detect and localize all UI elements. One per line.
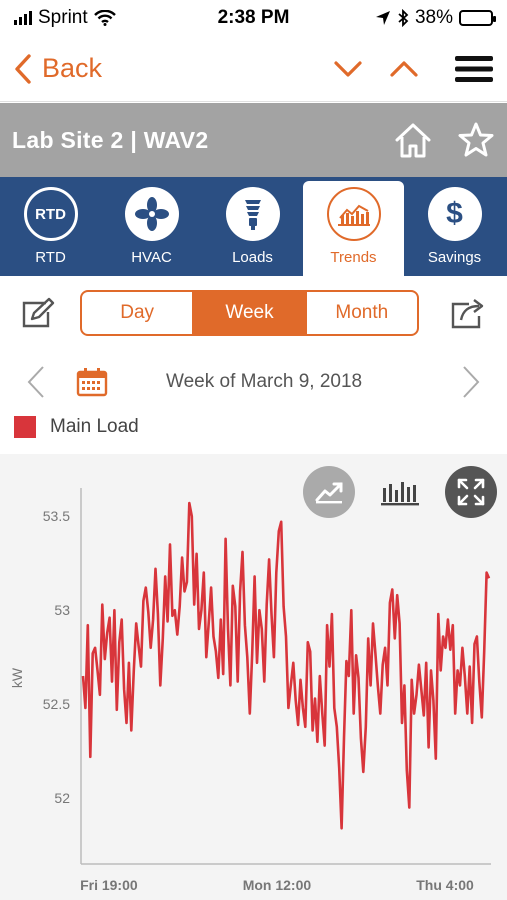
status-left: Sprint [14,7,116,29]
bar-chart-icon[interactable] [381,478,419,506]
tab-label: Savings [427,249,482,266]
y-tick-label: 53.5 [43,508,70,524]
bluetooth-icon [398,9,409,27]
expand-icon [457,478,485,506]
legend-swatch [14,416,36,438]
line-chart-icon [315,482,343,504]
site-header: Lab Site 2 | WAV2 [0,103,507,177]
share-icon[interactable] [449,296,487,330]
chart-tools [303,466,497,518]
date-navigator: Week of March 9, 2018 [0,354,507,410]
nav-actions [333,55,493,83]
back-label: Back [42,53,103,83]
load-line-chart: kW 53.5 53 52.5 52 Fri 19:00 Mon 12:00 Thu 4:… [9,488,491,893]
status-right: 38% [375,7,496,29]
segment-month[interactable]: Month [335,302,389,323]
y-tick-label: 52.5 [43,696,70,712]
y-tick-label: 53 [54,602,70,618]
dollar-icon-text: $ [446,197,463,230]
tab-rtd[interactable]: RTD RTD [0,177,101,276]
date-label: Week of March 9, 2018 [166,371,363,392]
series-line-main-load [81,501,491,830]
tab-label: Loads [232,249,273,266]
site-actions [393,121,495,159]
legend-label: Main Load [50,416,139,437]
tab-label: RTD [35,249,66,266]
chevron-left-icon[interactable] [26,365,46,399]
segment-week[interactable]: Week [194,292,307,334]
star-icon[interactable] [457,121,495,159]
wifi-icon [93,10,116,26]
chevron-down-button[interactable] [333,59,363,79]
tab-savings[interactable]: $ Savings [404,177,505,276]
trend-bars-icon [326,187,381,241]
fullscreen-button[interactable] [445,466,497,518]
dollar-icon: $ [427,187,482,241]
segment-day[interactable]: Day [82,292,195,334]
back-button[interactable]: Back [14,53,102,84]
lightbulb-icon [225,187,280,241]
edit-icon[interactable] [20,297,56,329]
chevron-up-button[interactable] [389,59,419,79]
home-icon[interactable] [393,121,433,159]
chart-area: kW 53.5 53 52.5 52 Fri 19:00 Mon 12:00 Thu 4:… [0,454,507,900]
status-bar: Sprint 2:38 PM 38% [0,0,507,36]
battery-icon [459,10,496,26]
x-tick-label: Mon 12:00 [243,877,312,893]
fan-icon [124,187,179,241]
chart-legend: Main Load [14,416,139,438]
line-chart-toggle[interactable] [303,466,355,518]
chevron-right-icon[interactable] [461,365,481,399]
tab-hvac[interactable]: HVAC [101,177,202,276]
rtd-icon: RTD [23,187,78,241]
tab-label: HVAC [131,249,172,266]
calendar-icon[interactable] [76,367,108,397]
location-arrow-icon [375,11,390,25]
menu-icon[interactable] [455,55,493,83]
tab-trends[interactable]: Trends [303,181,404,276]
period-row: Day Week Month [0,276,507,350]
x-tick-label: Thu 4:00 [416,877,474,893]
battery-percent: 38% [414,7,453,28]
tab-loads[interactable]: Loads [202,177,303,276]
navigation-bar: Back [0,36,507,102]
period-segmented-control: Day Week Month [80,290,419,336]
y-axis-title: kW [9,667,25,688]
signal-icon [14,11,32,25]
rtd-icon-text: RTD [35,205,66,223]
chevron-left-icon [15,53,31,84]
site-title: Lab Site 2 | WAV2 [12,126,209,153]
tab-label: Trends [330,249,377,266]
y-tick-label: 52 [54,790,70,806]
module-tab-bar: RTD RTD HVAC Loads [0,177,507,276]
x-tick-label: Fri 19:00 [80,877,138,893]
carrier-name: Sprint [38,7,88,28]
